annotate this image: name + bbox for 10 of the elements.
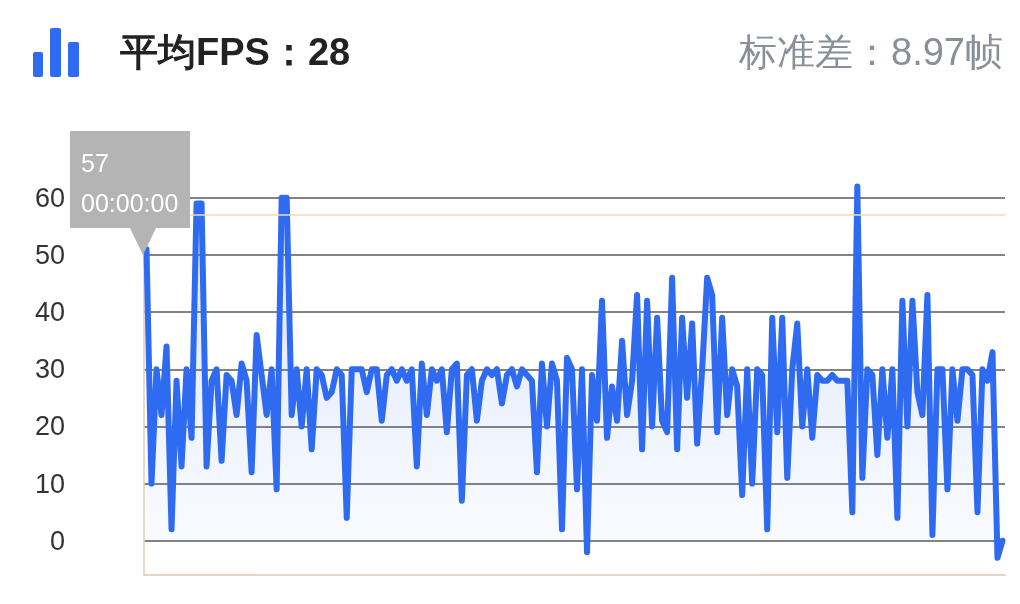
y-tick-label: 20	[34, 411, 65, 442]
y-tick-label: 10	[34, 468, 65, 499]
y-tick-label: 30	[34, 354, 65, 385]
y-tick-label: 0	[49, 525, 65, 556]
y-tick-label: 40	[34, 297, 65, 328]
y-tick-label: 60	[34, 182, 65, 213]
chart-title: 平均FPS：28	[120, 30, 351, 75]
annotation: 57 00:00:00	[81, 148, 179, 219]
chart-subtitle: 标准差：8.97帧	[739, 30, 1003, 75]
y-tick-label: 50	[34, 240, 65, 270]
